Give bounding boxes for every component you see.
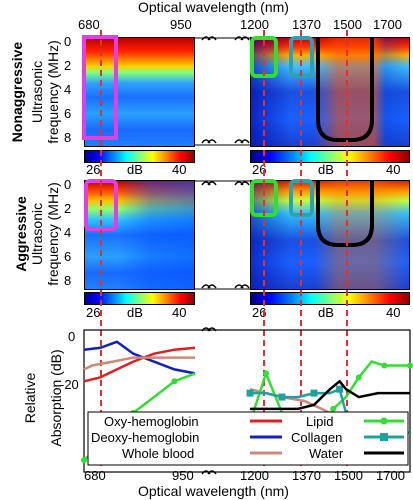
ag-ytick-8: 8 xyxy=(64,273,72,288)
ag-colorbar-left xyxy=(84,292,195,305)
na-ytick-4: 4 xyxy=(64,82,72,97)
series-water-line-1 xyxy=(250,379,410,411)
ag-colorbar-right xyxy=(250,292,410,305)
ag-black-box xyxy=(316,180,374,247)
legend-water-label: Water xyxy=(309,446,344,461)
na-colorbar-left xyxy=(84,150,195,163)
bottom-tick-1700: 1700 xyxy=(376,468,405,483)
legend-lipid-label: Lipid xyxy=(306,414,333,429)
legend-box xyxy=(87,411,409,466)
series-lipid-marker xyxy=(263,370,269,377)
ag-heatmap-left xyxy=(84,180,195,290)
series-lipid-marker xyxy=(81,457,87,464)
top-tick-1500: 1500 xyxy=(333,17,362,32)
na-ytick-0: 0 xyxy=(64,34,72,49)
top-tick-1700: 1700 xyxy=(373,17,402,32)
na-cbar-right-min: 26 xyxy=(252,162,267,177)
ag-teal-box xyxy=(289,179,314,217)
legend-lipid-swatch xyxy=(364,417,404,425)
ag-green-box xyxy=(250,179,278,217)
ag-ytick-2: 2 xyxy=(64,201,72,216)
series-collagen-marker xyxy=(336,385,344,393)
na-ytick-8: 8 xyxy=(64,130,72,145)
absorption-chart: Oxy-hemoglobin Deoxy-hemoglobin Whole bl… xyxy=(81,329,413,473)
legend-oxy-label: Oxy-hemoglobin xyxy=(104,414,199,429)
bottom-tick-1370: 1370 xyxy=(292,468,321,483)
na-colorbar-right xyxy=(250,150,410,163)
na-black-box xyxy=(316,37,374,142)
na-cbar-right-max: 40 xyxy=(386,162,401,177)
bottom-axis-title: Optical wavelength (nm) xyxy=(138,483,289,499)
series-lipid-marker xyxy=(171,378,178,385)
series-blood-line-0 xyxy=(83,356,195,371)
dashed-lines xyxy=(100,30,348,470)
top-tick-1370: 1370 xyxy=(292,17,321,32)
chart-ylabel-2: Absorption (dB) xyxy=(48,349,64,447)
ag-cbar-right-unit: dB xyxy=(318,305,334,320)
ag-ytick-6: 6 xyxy=(64,249,72,264)
series-lipid-marker xyxy=(355,374,362,381)
ag-cbar-left-max: 40 xyxy=(172,305,187,320)
chart-ytick-neg20: -20 xyxy=(60,377,79,392)
series-lipid-marker xyxy=(381,362,388,369)
series-lipid-marker xyxy=(330,405,337,412)
series-deoxy-line-0 xyxy=(83,340,196,375)
legend-collagen-swatch xyxy=(364,433,404,441)
ag-cbar-left-min: 26 xyxy=(86,305,101,320)
series-collagen-marker xyxy=(246,389,254,397)
chart-ytick-0: 0 xyxy=(68,329,76,344)
legend-deoxy-label: Deoxy-hemoglobin xyxy=(91,430,199,445)
na-ytick-2: 2 xyxy=(64,58,72,73)
chart-frame xyxy=(83,329,411,473)
top-axis-title: Optical wavelength (nm) xyxy=(138,0,289,15)
series-oxy-line-0 xyxy=(83,346,196,383)
na-cbar-left-max: 40 xyxy=(172,162,187,177)
ag-ytick-0: 0 xyxy=(64,177,72,192)
legend-collagen-label: Collagen xyxy=(291,430,342,445)
top-tick-680: 680 xyxy=(78,17,100,32)
na-ytick-6: 6 xyxy=(64,106,72,121)
na-cbar-left-unit: dB xyxy=(127,162,143,177)
series-collagen-marker xyxy=(310,389,318,397)
na-cbar-right-unit: dB xyxy=(318,162,334,177)
bottom-tick-1500: 1500 xyxy=(334,468,363,483)
top-tick-1200: 1200 xyxy=(240,17,269,32)
bottom-tick-680: 680 xyxy=(84,468,106,483)
ag-cbar-right-max: 40 xyxy=(386,305,401,320)
na-magenta-box xyxy=(82,35,118,140)
legend-blood-label: Whole blood xyxy=(122,446,194,461)
bottom-tick-1200: 1200 xyxy=(240,468,269,483)
chart-ylabel-1: Relative xyxy=(22,372,38,424)
series-collagen-marker xyxy=(278,393,286,401)
na-cbar-left-min: 26 xyxy=(86,162,101,177)
top-tick-950: 950 xyxy=(170,17,192,32)
bottom-tick-950: 950 xyxy=(172,468,194,483)
series-lipid-marker xyxy=(407,362,413,369)
ag-cbar-right-min: 26 xyxy=(252,305,267,320)
ag-cbar-left-unit: dB xyxy=(127,305,143,320)
ag-ytick-4: 4 xyxy=(64,225,72,240)
